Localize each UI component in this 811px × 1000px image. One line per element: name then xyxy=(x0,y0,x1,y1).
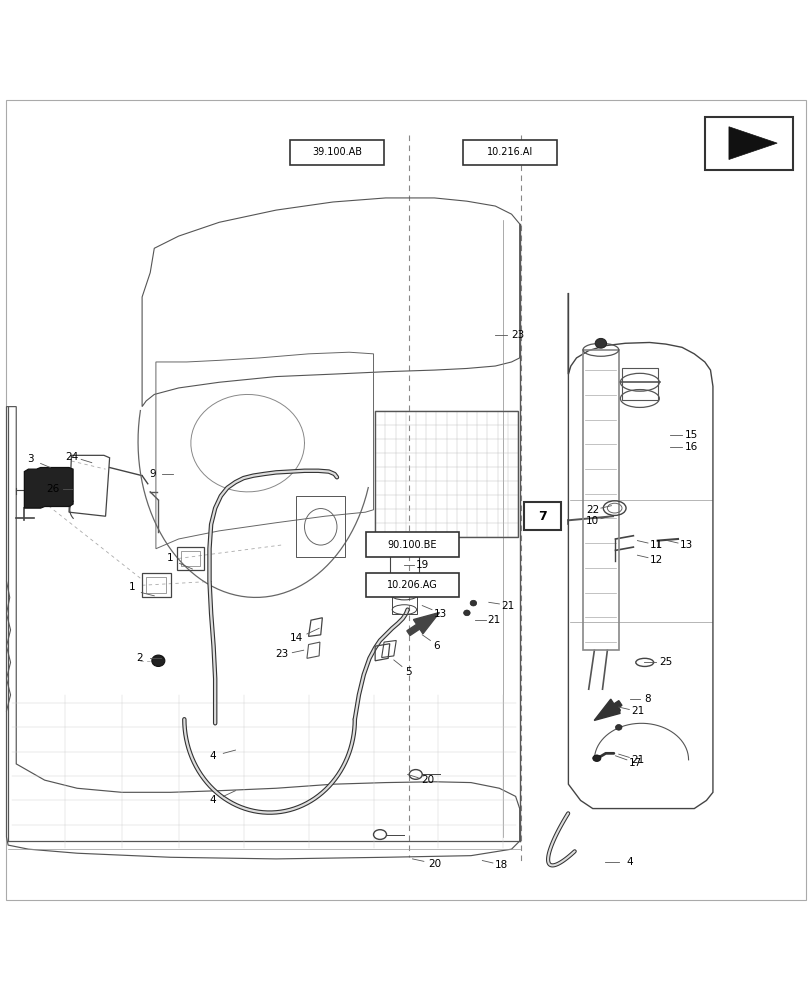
Ellipse shape xyxy=(470,600,476,606)
Bar xyxy=(181,551,200,566)
Text: 1: 1 xyxy=(167,553,174,563)
Text: 90.100.BE: 90.100.BE xyxy=(388,540,436,550)
Text: 12: 12 xyxy=(649,555,662,565)
Ellipse shape xyxy=(613,707,620,713)
Bar xyxy=(296,496,345,557)
Bar xyxy=(621,368,657,400)
Text: 14: 14 xyxy=(290,633,303,643)
Text: 39.100.AB: 39.100.AB xyxy=(311,147,362,157)
Text: 7: 7 xyxy=(538,510,546,523)
Text: 17: 17 xyxy=(628,758,641,768)
Text: 20: 20 xyxy=(427,859,440,869)
Bar xyxy=(389,542,418,593)
Text: 9: 9 xyxy=(149,469,156,479)
Text: 4: 4 xyxy=(625,857,632,867)
Text: 2: 2 xyxy=(136,653,143,663)
Bar xyxy=(177,547,204,570)
Bar xyxy=(365,573,459,597)
FancyArrow shape xyxy=(406,612,439,636)
Bar xyxy=(290,140,383,165)
Ellipse shape xyxy=(463,610,470,616)
Bar xyxy=(392,593,416,614)
Text: 10: 10 xyxy=(586,516,599,526)
Ellipse shape xyxy=(615,725,621,730)
Text: 10.206.AG: 10.206.AG xyxy=(387,580,437,590)
Text: 26: 26 xyxy=(46,484,59,494)
Text: 25: 25 xyxy=(659,657,672,667)
Text: 10.216.AI: 10.216.AI xyxy=(487,147,532,157)
Text: 4: 4 xyxy=(209,751,216,761)
Text: 19: 19 xyxy=(415,560,428,570)
Bar xyxy=(365,532,459,557)
Text: 23: 23 xyxy=(511,330,524,340)
Bar xyxy=(375,411,517,537)
Bar xyxy=(462,140,556,165)
Ellipse shape xyxy=(152,655,165,666)
Text: 4: 4 xyxy=(209,795,216,805)
Bar xyxy=(582,350,618,650)
Text: 21: 21 xyxy=(487,615,500,625)
Bar xyxy=(146,577,166,593)
Text: 5: 5 xyxy=(405,667,411,677)
Text: 21: 21 xyxy=(630,755,643,765)
Text: 21: 21 xyxy=(630,706,643,716)
Text: 23: 23 xyxy=(275,649,288,659)
Text: 21: 21 xyxy=(500,601,513,611)
Text: 1: 1 xyxy=(129,582,135,592)
Text: 8: 8 xyxy=(644,694,650,704)
Text: 15: 15 xyxy=(684,430,697,440)
Text: 24: 24 xyxy=(65,452,78,462)
Bar xyxy=(142,573,170,597)
Text: 20: 20 xyxy=(421,775,434,785)
Text: 22: 22 xyxy=(586,505,599,515)
FancyArrow shape xyxy=(594,699,621,720)
Bar xyxy=(524,502,560,530)
Polygon shape xyxy=(24,468,73,508)
Text: 16: 16 xyxy=(684,442,697,452)
Text: 13: 13 xyxy=(679,540,692,550)
Text: 3: 3 xyxy=(28,454,34,464)
Text: 11: 11 xyxy=(649,540,662,550)
Text: 13: 13 xyxy=(433,609,446,619)
Bar xyxy=(704,117,792,170)
Text: 6: 6 xyxy=(433,641,440,651)
Ellipse shape xyxy=(592,755,600,761)
Ellipse shape xyxy=(594,338,606,348)
Polygon shape xyxy=(728,127,776,159)
Text: 18: 18 xyxy=(495,860,508,870)
